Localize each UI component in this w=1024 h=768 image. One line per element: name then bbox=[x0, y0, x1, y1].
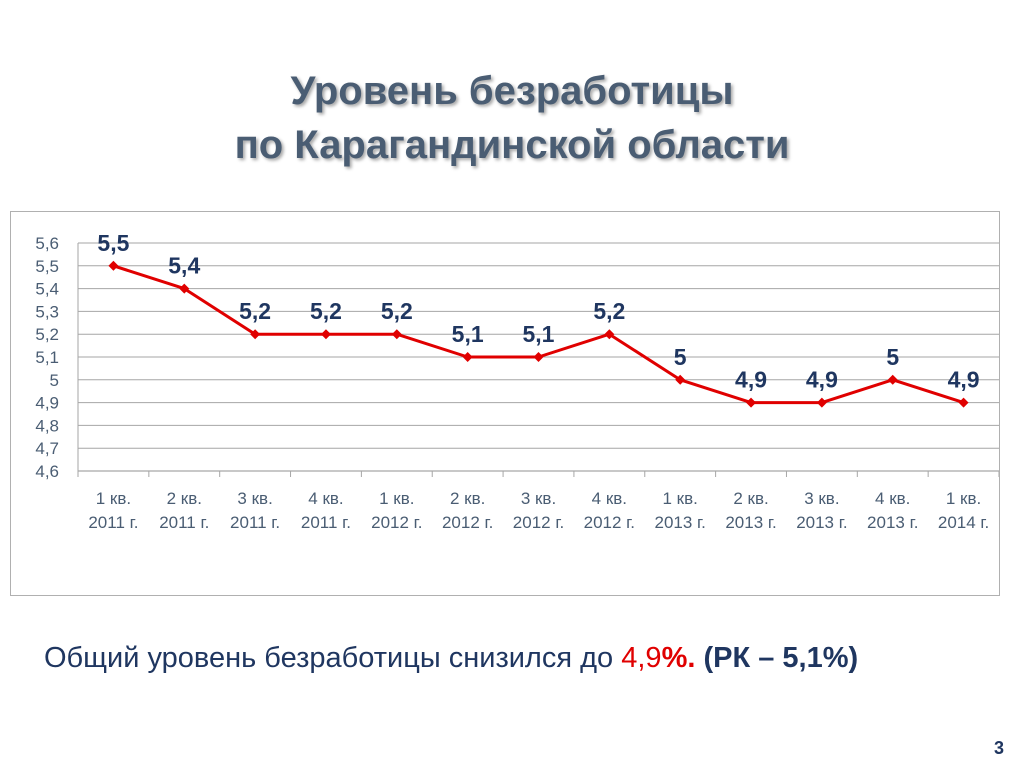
data-label: 5,5 bbox=[97, 230, 129, 256]
slide-title: Уровень безработицы по Карагандинской об… bbox=[0, 64, 1024, 172]
summary-rk: (РК – 5,1%) bbox=[695, 642, 859, 674]
x-tick-label-year: 2011 г. bbox=[301, 513, 351, 532]
x-tick-label-quarter: 2 кв. bbox=[733, 489, 768, 508]
x-tick-label-year: 2012 г. bbox=[442, 513, 493, 532]
data-label: 5,2 bbox=[310, 298, 342, 324]
y-tick-label: 5,4 bbox=[35, 280, 59, 299]
page-number: 3 bbox=[993, 738, 1004, 758]
x-tick-label-quarter: 3 кв. bbox=[521, 489, 556, 508]
x-tick-label-quarter: 2 кв. bbox=[450, 489, 485, 508]
x-tick-label-year: 2012 г. bbox=[371, 513, 422, 532]
title-line-2: по Карагандинской области bbox=[234, 123, 790, 167]
data-label: 4,9 bbox=[948, 367, 980, 393]
y-tick-label: 4,9 bbox=[35, 394, 59, 413]
data-label: 5,2 bbox=[239, 298, 271, 324]
x-tick-label-quarter: 2 кв. bbox=[167, 489, 202, 508]
data-point bbox=[462, 352, 473, 362]
data-point bbox=[179, 283, 190, 294]
x-tick-label-year: 2011 г. bbox=[230, 513, 280, 532]
x-tick-label-quarter: 4 кв. bbox=[592, 489, 627, 508]
data-point bbox=[391, 329, 402, 340]
x-tick-label-quarter: 1 кв. bbox=[663, 489, 698, 508]
summary-percent: %. bbox=[661, 642, 696, 674]
x-tick-label-year: 2011 г. bbox=[159, 513, 209, 532]
x-tick-label-year: 2013 г. bbox=[796, 513, 847, 532]
data-label: 5,4 bbox=[168, 253, 200, 279]
y-tick-label: 5,1 bbox=[35, 348, 59, 367]
y-tick-label: 4,7 bbox=[35, 439, 59, 458]
x-tick-label-year: 2013 г. bbox=[725, 513, 776, 532]
line-chart: 4,6 4,7 4,8 4,9 5 5,1 5,2 5,3 5,4 5,5 5,6 1 кв. 2011… bbox=[35, 230, 999, 532]
data-point bbox=[108, 260, 119, 271]
data-point bbox=[320, 329, 331, 340]
y-tick-label: 5,6 bbox=[35, 234, 59, 253]
x-tick-label-quarter: 3 кв. bbox=[237, 489, 272, 508]
data-point bbox=[887, 374, 898, 385]
x-tick-label-year: 2013 г. bbox=[654, 513, 705, 532]
y-tick-label: 5,5 bbox=[35, 257, 59, 276]
data-label: 4,9 bbox=[735, 367, 767, 393]
data-point bbox=[533, 352, 544, 362]
y-tick-label: 5,2 bbox=[35, 325, 59, 344]
x-tick-label-year: 2011 г. bbox=[88, 513, 138, 532]
y-tick-label: 5 bbox=[50, 371, 59, 390]
chart-frame: 4,6 4,7 4,8 4,9 5 5,1 5,2 5,3 5,4 5,5 5,6 1 кв. 2011… bbox=[10, 211, 1000, 596]
data-label: 5,1 bbox=[452, 321, 484, 347]
x-tick-label-quarter: 1 кв. bbox=[379, 489, 414, 508]
data-label: 5,2 bbox=[381, 298, 413, 324]
y-tick-label: 5,3 bbox=[35, 302, 59, 321]
title-line-1: Уровень безработицы bbox=[290, 69, 734, 113]
summary-value: 4,9 bbox=[621, 642, 662, 674]
data-label: 5 bbox=[674, 344, 687, 370]
x-tick-label-year: 2013 г. bbox=[867, 513, 918, 532]
y-tick-label: 4,8 bbox=[35, 416, 59, 435]
data-point bbox=[958, 397, 969, 408]
x-tick-label-year: 2012 г. bbox=[584, 513, 635, 532]
data-label: 4,9 bbox=[806, 367, 838, 393]
y-tick-label: 4,6 bbox=[35, 462, 59, 481]
data-point bbox=[816, 397, 827, 408]
x-tick-label-quarter: 1 кв. bbox=[96, 489, 131, 508]
data-label: 5,1 bbox=[523, 321, 555, 347]
data-label: 5 bbox=[886, 344, 899, 370]
x-tick-label-year: 2012 г. bbox=[513, 513, 564, 532]
x-tick-label-quarter: 4 кв. bbox=[308, 489, 343, 508]
summary-text: Общий уровень безработицы снизился до 4,… bbox=[44, 638, 858, 678]
x-tick-label-quarter: 3 кв. bbox=[804, 489, 839, 508]
data-point bbox=[250, 329, 261, 340]
summary-lead: Общий уровень безработицы снизился до bbox=[44, 642, 622, 674]
x-tick-label-year: 2014 г. bbox=[938, 513, 989, 532]
data-point bbox=[746, 397, 757, 408]
data-label: 5,2 bbox=[593, 298, 625, 324]
x-tick-label-quarter: 1 кв. bbox=[946, 489, 981, 508]
data-point bbox=[604, 329, 615, 340]
data-point bbox=[675, 374, 686, 385]
x-tick-label-quarter: 4 кв. bbox=[875, 489, 910, 508]
